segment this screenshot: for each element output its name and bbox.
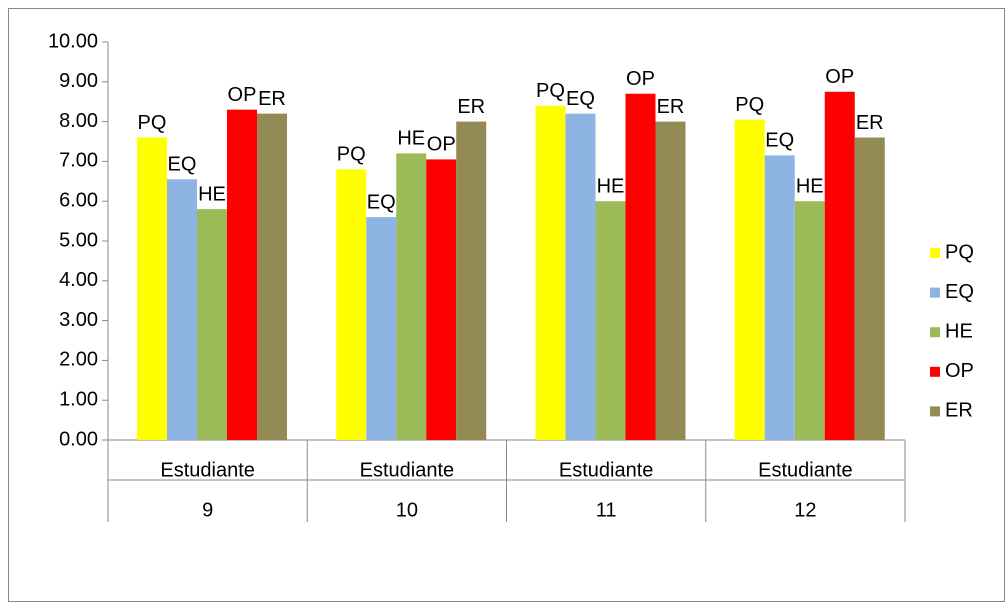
bar — [794, 201, 825, 440]
data-label: ER — [856, 112, 884, 134]
data-label: HE — [597, 175, 625, 197]
legend-swatch — [930, 327, 940, 338]
y-tick-label: 5.00 — [59, 229, 98, 251]
bar — [764, 155, 795, 440]
data-label: HE — [397, 128, 425, 150]
bar — [655, 121, 686, 440]
bar — [336, 169, 367, 441]
legend-swatch — [930, 248, 940, 258]
x-tick-label: Estudiante — [360, 459, 455, 481]
data-label: EQ — [566, 88, 595, 110]
legend-label: ER — [945, 400, 973, 422]
y-tick-label: 4.00 — [59, 269, 98, 291]
bar — [167, 179, 197, 440]
x-tick-label: Estudiante — [758, 459, 853, 481]
legend-swatch — [930, 287, 940, 298]
bar — [625, 93, 656, 441]
data-label: EQ — [168, 154, 197, 176]
data-label: OP — [626, 68, 655, 90]
x-tick-label: Estudiante — [160, 459, 255, 481]
y-tick-label: 3.00 — [59, 309, 98, 331]
x-tick-label: Estudiante — [559, 459, 654, 481]
legend-label: HE — [945, 320, 973, 342]
bar — [257, 113, 287, 440]
legend-label: EQ — [945, 281, 974, 303]
bar — [824, 91, 855, 440]
legend-label: PQ — [945, 241, 974, 263]
y-tick-label: 10.00 — [48, 30, 98, 52]
y-tick-label: 0.00 — [59, 428, 98, 450]
y-tick-label: 9.00 — [59, 70, 98, 92]
bar — [595, 201, 626, 440]
y-tick-label: 1.00 — [59, 388, 98, 410]
data-label: OP — [228, 84, 257, 106]
data-label: ER — [657, 96, 685, 118]
bar — [227, 109, 257, 440]
bar — [137, 137, 167, 440]
data-label: ER — [457, 96, 485, 118]
data-label: ER — [258, 88, 286, 110]
legend-swatch — [930, 366, 940, 377]
data-label: HE — [796, 175, 824, 197]
x-tick-label: 9 — [202, 499, 213, 521]
bar — [535, 105, 566, 441]
legend-label: OP — [945, 360, 974, 382]
bar — [426, 159, 457, 440]
x-tick-label: 12 — [794, 499, 816, 521]
data-label: PQ — [536, 80, 565, 102]
data-label: OP — [825, 66, 854, 88]
bar — [854, 137, 885, 440]
x-tick-label: 10 — [396, 499, 418, 521]
data-label: OP — [427, 134, 456, 156]
bar — [565, 113, 596, 440]
data-label: EQ — [367, 191, 396, 213]
data-label: PQ — [337, 144, 366, 166]
data-label: EQ — [765, 130, 794, 152]
y-tick-label: 6.00 — [59, 189, 98, 211]
bar — [734, 119, 765, 441]
y-tick-label: 2.00 — [59, 349, 98, 371]
x-tick-label: 11 — [596, 499, 617, 521]
data-label: PQ — [138, 112, 167, 134]
y-tick-label: 7.00 — [59, 150, 98, 172]
y-tick-label: 8.00 — [59, 110, 98, 132]
bar — [197, 209, 227, 440]
bar — [456, 121, 487, 440]
legend-swatch — [930, 406, 940, 417]
data-label: PQ — [735, 94, 764, 116]
data-label: HE — [198, 183, 226, 205]
bar — [396, 153, 427, 440]
bar — [366, 217, 397, 440]
